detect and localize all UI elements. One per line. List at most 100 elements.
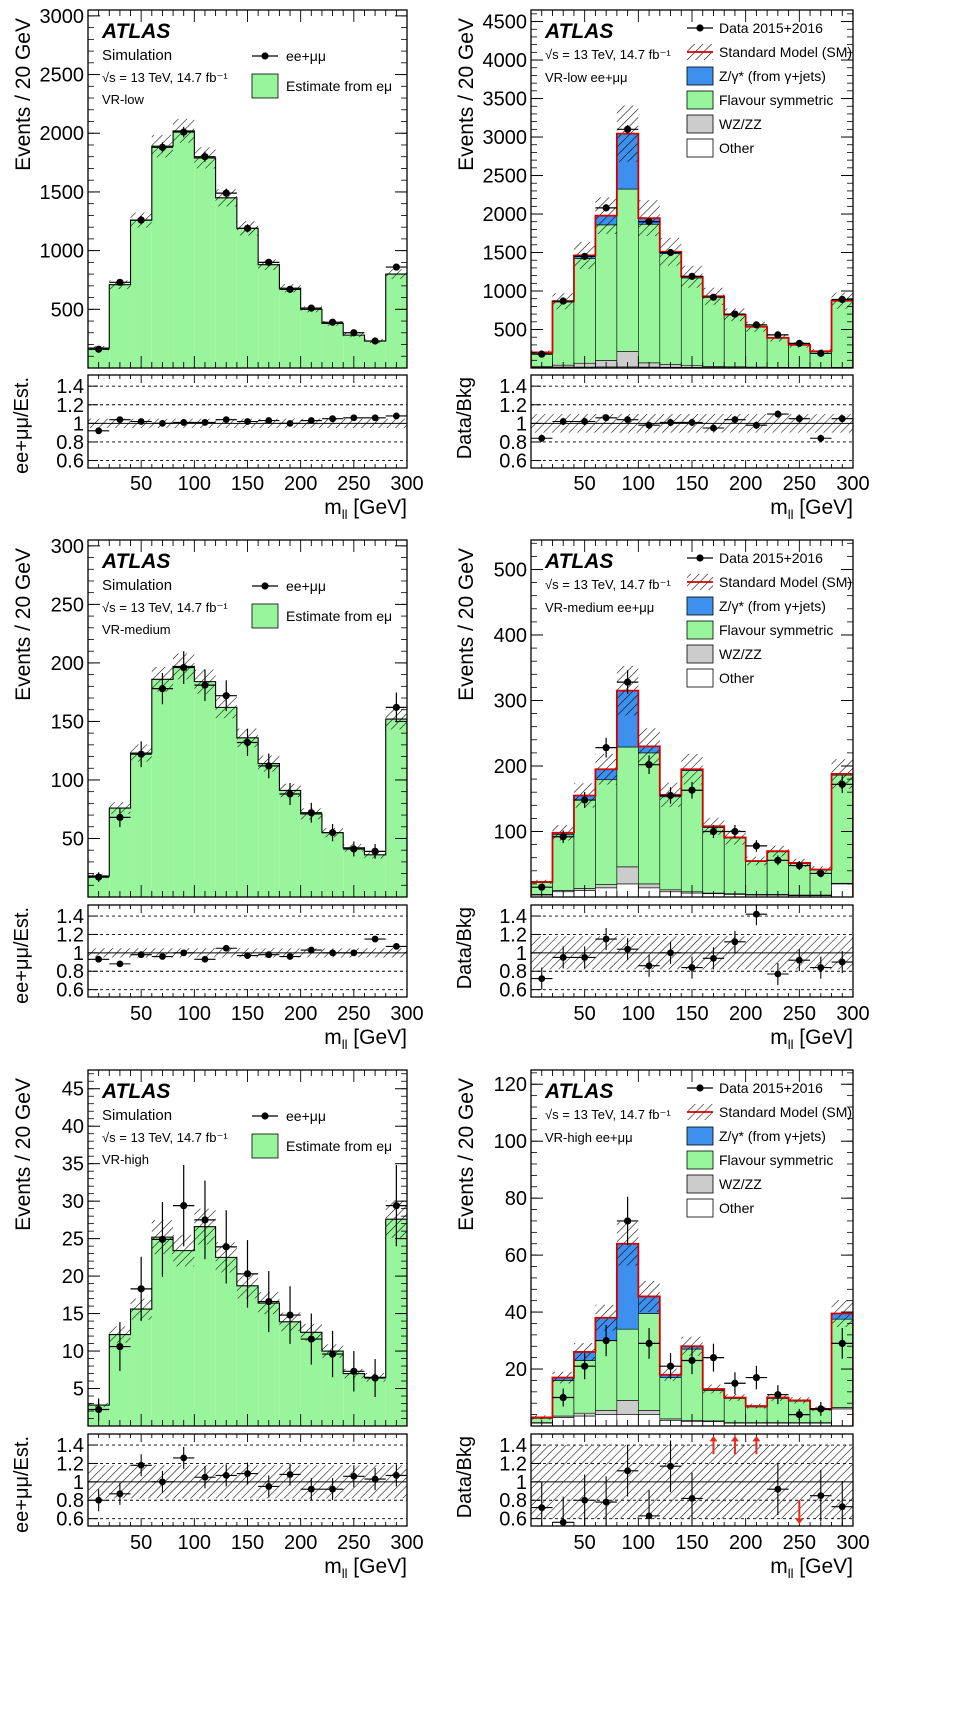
y-tick-label: 5 [73, 1379, 84, 1401]
y-tick-label: 2500 [40, 65, 85, 87]
x-tick-label: 250 [337, 1003, 370, 1025]
x-tick-label: 300 [836, 1532, 869, 1554]
x-tick-label: 150 [231, 1532, 264, 1554]
y-tick-label: 2000 [40, 123, 85, 145]
legend-data-text: Data 2015+2016 [719, 1080, 823, 1096]
ratio-point [265, 1483, 272, 1490]
legend-zgamma-swatch [687, 67, 713, 85]
ratio-point [667, 949, 674, 956]
ratio-point [265, 951, 272, 958]
legend-data-marker [696, 24, 703, 31]
data-point [95, 1406, 102, 1413]
ratio-point [138, 1462, 145, 1469]
data-point [817, 350, 824, 357]
y-tick-label: 45 [62, 1079, 84, 1101]
x-tick-label: 200 [284, 1003, 317, 1025]
ratio-y-tick-label: 1.4 [56, 1435, 84, 1457]
legend-other-swatch [687, 1199, 713, 1217]
y-tick-label: 500 [51, 299, 84, 321]
x-tick-label: 250 [783, 1532, 816, 1554]
data-point [244, 1270, 251, 1277]
data-point [244, 739, 251, 746]
bar-flavour [574, 800, 595, 888]
ratio-point [817, 1492, 824, 1499]
ratio-point [839, 1503, 846, 1510]
bar-estimate [301, 309, 322, 368]
ratio-point [774, 1486, 781, 1493]
data-point [201, 682, 208, 689]
ratio-point [308, 417, 315, 424]
y-tick-label: 10 [62, 1341, 84, 1363]
data-point [223, 692, 230, 699]
ratio-point [117, 416, 124, 423]
ratio-arrowhead [752, 1436, 760, 1442]
bar-flavour [746, 862, 767, 895]
bar-estimate [364, 855, 385, 897]
bar-flavour [617, 189, 638, 351]
plot-area [88, 1165, 407, 1426]
data-point [265, 762, 272, 769]
y-axis-label: Events / 20 GeV [12, 18, 35, 171]
x-axis-label: mll [GeV] [770, 496, 853, 522]
ratio-point [689, 964, 696, 971]
plot-area [88, 119, 407, 368]
ratio-y-tick-label: 1.4 [56, 906, 84, 928]
data-point [286, 1311, 293, 1318]
data-point [774, 331, 781, 338]
x-tick-label: 100 [178, 473, 211, 495]
x-tick-label: 300 [390, 1532, 423, 1554]
ratio-point [581, 1497, 588, 1504]
data-point [667, 249, 674, 256]
data-point [624, 679, 631, 686]
ratio-point [774, 971, 781, 978]
bar-estimate [386, 719, 407, 897]
data-point [372, 1374, 379, 1381]
x-tick-label: 200 [284, 1532, 317, 1554]
data-point [645, 1340, 652, 1347]
x-tick-label: 50 [574, 1532, 596, 1554]
region-label: VR-low ee+μμ [545, 70, 628, 85]
data-point [581, 253, 588, 260]
legend-estimate-text: Estimate from eμ [286, 1138, 392, 1154]
data-point [688, 1357, 695, 1364]
ratio-point [603, 936, 610, 943]
bar-estimate [131, 1309, 152, 1426]
data-point [645, 761, 652, 768]
ratio-point [223, 1472, 230, 1479]
data-point [796, 340, 803, 347]
y-tick-label: 15 [62, 1304, 84, 1326]
y-tick-label: 40 [62, 1116, 84, 1138]
data-point [774, 857, 781, 864]
data-point [560, 833, 567, 840]
legend-estimate-swatch [252, 1134, 278, 1158]
ratio-point [646, 962, 653, 969]
ratio-point [603, 1499, 610, 1506]
region-label: VR-medium [102, 622, 171, 637]
legend-zgamma-swatch [687, 1127, 713, 1145]
ratio-point [538, 435, 545, 442]
legend-other-text: Other [719, 140, 754, 156]
energy-label: √s = 13 TeV, 14.7 fb⁻¹ [102, 70, 228, 85]
data-point [538, 884, 545, 891]
data-point [138, 751, 145, 758]
x-tick-label: 250 [783, 1003, 816, 1025]
ratio-point [244, 1470, 251, 1477]
ratio-point [180, 419, 187, 426]
ratio-arrowhead [731, 1436, 739, 1442]
x-tick-label: 250 [337, 473, 370, 495]
y-tick-label: 20 [62, 1266, 84, 1288]
bar-estimate [173, 666, 194, 897]
y-axis-label: Events / 20 GeV [12, 1078, 35, 1231]
data-point [581, 1363, 588, 1370]
x-tick-label: 50 [130, 1532, 152, 1554]
x-tick-label: 50 [130, 473, 152, 495]
ratio-plot-area [531, 1436, 853, 1526]
bar-flavour [660, 1378, 681, 1419]
x-tick-label: 100 [622, 1003, 655, 1025]
x-axis-label: mll [GeV] [770, 1026, 853, 1052]
data-point [645, 218, 652, 225]
y-tick-label: 30 [62, 1191, 84, 1213]
bar-estimate [109, 285, 130, 368]
